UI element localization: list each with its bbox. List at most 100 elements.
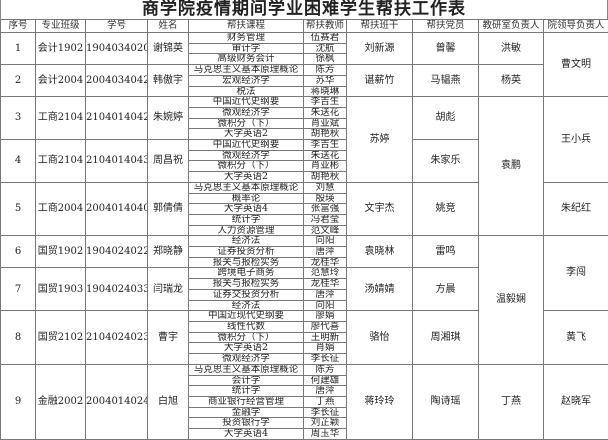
party-member: 陶诗瑶 — [413, 364, 479, 439]
course-teacher: 胡艳秋 — [304, 172, 347, 183]
header-name: 姓名 — [148, 20, 189, 33]
course-teacher: 刘芷颖 — [304, 418, 347, 429]
course-name: 统计学 — [189, 386, 304, 397]
student-name: 曹宇 — [148, 311, 189, 365]
course-name: 微积分（下） — [189, 332, 304, 343]
course-teacher: 龙桂华 — [304, 257, 347, 268]
course-name: 微观经济学 — [189, 354, 304, 365]
party-member: 胡彪 — [413, 97, 479, 140]
course-teacher: 廖娟 — [304, 311, 347, 322]
party-member: 周湘琪 — [413, 311, 479, 365]
header-no: 序号 — [1, 20, 36, 33]
course-name: 中国近代史纲要 — [189, 97, 304, 108]
student-class: 国贸1902 — [36, 236, 86, 268]
party-member: 马韫燕 — [413, 65, 479, 97]
section-head: 丁燕 — [479, 364, 544, 439]
course-teacher: 伍赛君 — [304, 33, 347, 44]
student-name: 闫瑞龙 — [148, 268, 189, 311]
course-teacher: 唐萍 — [304, 247, 347, 258]
leader: 李闯 — [544, 236, 608, 311]
header-cadre: 帮扶班干 — [347, 20, 413, 33]
student-no: 8 — [1, 311, 36, 365]
leader: 黄飞 — [544, 311, 608, 365]
student-name: 朱婉婷 — [148, 97, 189, 140]
course-teacher: 肖娟 — [304, 343, 347, 354]
course-name: 税法 — [189, 86, 304, 97]
header-section-head: 教研室负责人 — [479, 20, 544, 33]
course-teacher: 唐萍 — [304, 289, 347, 300]
cadre: 苏婷 — [347, 97, 413, 183]
student-name: 周昌祝 — [148, 140, 189, 183]
leader: 曹文明 — [544, 33, 608, 97]
course-name: 微观经济学 — [189, 150, 304, 161]
course-teacher: 殷瑛 — [304, 193, 347, 204]
student-id: 20040140240 — [86, 364, 148, 439]
cadre: 袁晓林 — [347, 236, 413, 268]
header-leader: 院领导负责人 — [544, 20, 608, 33]
student-no: 2 — [1, 65, 36, 97]
course-teacher: 蒋晓琳 — [304, 86, 347, 97]
leader: 王小兵 — [544, 97, 608, 183]
course-name: 中国近现代史纲要 — [189, 311, 304, 322]
course-teacher: 李长征 — [304, 407, 347, 418]
course-name: 概率论 — [189, 193, 304, 204]
course-name: 报关与报检实务 — [189, 279, 304, 290]
header-student-id: 学号 — [86, 20, 148, 33]
course-name: 经济法 — [189, 300, 304, 311]
course-teacher: 陈芳 — [304, 364, 347, 375]
course-teacher: 范文峰 — [304, 225, 347, 236]
course-teacher: 肖亚彬 — [304, 161, 347, 172]
course-name: 经济法 — [189, 236, 304, 247]
course-name: 马克思主义基本原理概论 — [189, 182, 304, 193]
course-name: 马克思主义基本原理概论 — [189, 65, 304, 76]
cadre: 刘新源 — [347, 33, 413, 65]
student-name: 郑晓静 — [148, 236, 189, 268]
table-row: 3工商210421040140421朱婉婷中国近代史纲要李吉生苏婷胡彪袁鹏王小兵 — [1, 97, 608, 108]
student-class: 工商2104 — [36, 97, 86, 140]
cadre: 汤婧婧 — [347, 268, 413, 311]
course-name: 跨境电子商务 — [189, 268, 304, 279]
cadre: 谌薪竹 — [347, 65, 413, 97]
table-row: 1会计190219040340201谢锦英财务管理伍赛君刘新源曾馨洪敏曹文明 — [1, 33, 608, 44]
course-teacher: 龙桂华 — [304, 279, 347, 290]
leader: 赵晓军 — [544, 364, 608, 439]
course-teacher: 苏华 — [304, 75, 347, 86]
header-class: 专业班级 — [36, 20, 86, 33]
table-row: 9金融200220040140240白旭马克思主义基本原理概论陈芳蒋玲玲陶诗瑶丁… — [1, 364, 608, 375]
course-teacher: 胡艳秋 — [304, 129, 347, 140]
course-name: 大学英语2 — [189, 129, 304, 140]
course-name: 微积分（下） — [189, 161, 304, 172]
course-teacher: 朱送花 — [304, 107, 347, 118]
student-class: 工商2004 — [36, 182, 86, 236]
student-id: 20040140407 — [86, 182, 148, 236]
section-head: 温毅娴 — [479, 236, 544, 364]
assistance-table: 序号 专业班级 学号 姓名 帮扶课程 帮扶教师 帮扶班干 帮扶党员 教研室负责人… — [0, 19, 608, 440]
student-no: 3 — [1, 97, 36, 140]
student-name: 谢锦英 — [148, 33, 189, 65]
course-name: 人力资源管理 — [189, 225, 304, 236]
course-name: 大学英语2 — [189, 172, 304, 183]
student-class: 工商2104 — [36, 140, 86, 183]
student-no: 6 — [1, 236, 36, 268]
course-teacher: 王明新 — [304, 332, 347, 343]
course-teacher: 肖亚斌 — [304, 118, 347, 129]
course-teacher: 廖代喜 — [304, 321, 347, 332]
course-teacher: 李长征 — [304, 354, 347, 365]
student-id: 21040140421 — [86, 97, 148, 140]
course-teacher: 沈航 — [304, 43, 347, 54]
student-id: 19040340201 — [86, 33, 148, 65]
course-name: 证券投资分析 — [189, 247, 304, 258]
table-row: 6国贸190219040240221郑晓静经济法向阳袁晓林雷鸣温毅娴李闯 — [1, 236, 608, 247]
course-name: 商业银行经营管理 — [189, 396, 304, 407]
course-name: 微积分（下） — [189, 118, 304, 129]
course-name: 马克思主义基本原理概论 — [189, 364, 304, 375]
course-teacher: 何建雄 — [304, 375, 347, 386]
student-id: 19040240221 — [86, 236, 148, 268]
section-head: 杨英 — [479, 65, 544, 97]
student-no: 4 — [1, 140, 36, 183]
table-body: 1会计190219040340201谢锦英财务管理伍赛君刘新源曾馨洪敏曹文明审计… — [1, 33, 608, 440]
course-name: 微观经济学 — [189, 107, 304, 118]
header-teacher: 帮扶教师 — [304, 20, 347, 33]
student-no: 5 — [1, 182, 36, 236]
student-name: 郭倩倩 — [148, 182, 189, 236]
